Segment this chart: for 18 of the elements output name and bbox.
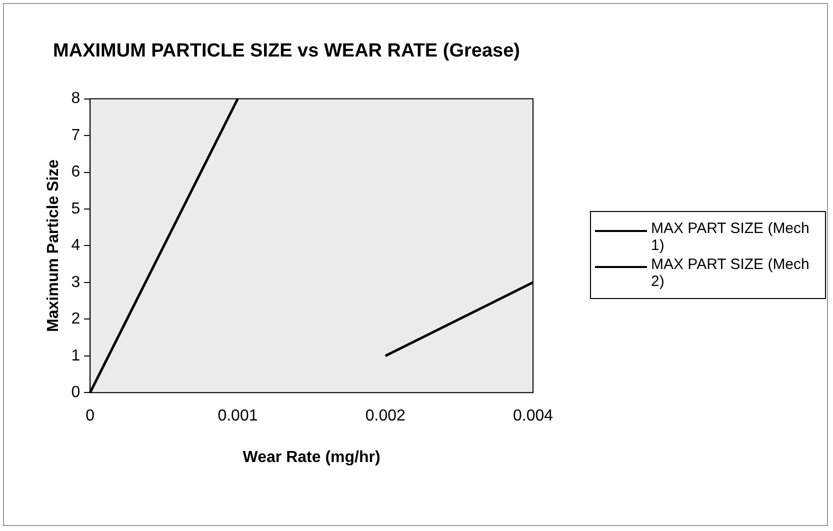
x-tick-label: 0.004 <box>512 408 554 425</box>
y-tick-label: 7 <box>71 126 80 144</box>
y-tick-label: 5 <box>71 200 80 218</box>
legend-label: MAX PART SIZE (Mech 1) <box>651 220 810 254</box>
legend-label: MAX PART SIZE (Mech 2) <box>651 256 810 290</box>
y-tick-label: 4 <box>71 237 80 254</box>
y-tick-label: 3 <box>71 274 80 291</box>
chart-title: MAXIMUM PARTICLE SIZE vs WEAR RATE (Grease) <box>53 40 520 62</box>
x-tick-label: 0.001 <box>218 408 258 425</box>
y-tick-label: 6 <box>71 164 80 181</box>
y-tick-label: 2 <box>71 310 80 328</box>
x-tick-label: 0 <box>86 408 95 425</box>
y-tick-label: 8 <box>71 90 80 108</box>
y-axis-title: Maximum Particle Size <box>45 159 62 332</box>
x-axis-title: Wear Rate (mg/hr) <box>242 448 380 466</box>
y-tick-label: 1 <box>71 347 80 364</box>
y-tick-label: 0 <box>71 384 80 402</box>
x-tick-label: 0.002 <box>365 408 406 425</box>
